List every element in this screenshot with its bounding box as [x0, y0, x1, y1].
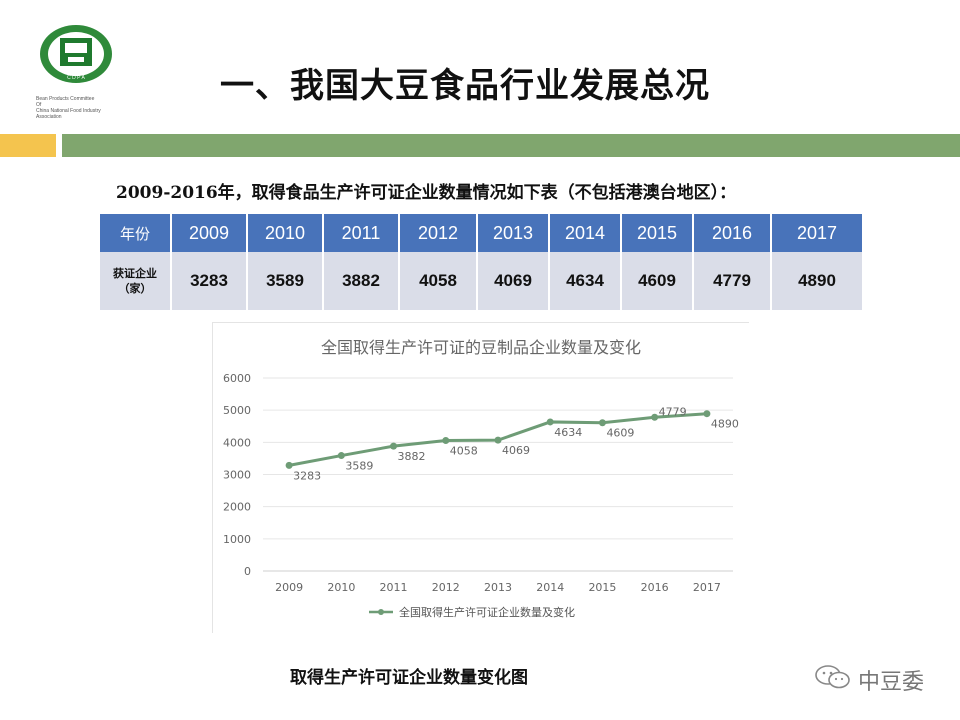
data-label: 4058: [450, 444, 478, 457]
data-point: [703, 410, 711, 418]
table-value-row: 获证企业 （家） 3283 3589 3882 4058 4069 4634 4…: [100, 252, 864, 310]
row-label-cell: 获证企业 （家）: [100, 252, 172, 310]
legend-marker: [378, 609, 384, 615]
x-tick-label: 2010: [327, 581, 355, 594]
y-tick-label: 5000: [223, 404, 251, 417]
chart-title: 全国取得生产许可证的豆制品企业数量及变化: [321, 338, 641, 357]
data-label: 4779: [659, 405, 687, 418]
value-cell: 4058: [399, 252, 478, 310]
logo-caption: Bean Products Committee Of China Nationa…: [36, 96, 120, 120]
data-label: 3283: [293, 469, 321, 482]
line-chart-panel: 全国取得生产许可证的豆制品企业数量及变化 0 1000 2000 3000 4000 50…: [212, 322, 749, 633]
legend-label: 全国取得生产许可证企业数量及变化: [399, 605, 575, 619]
y-tick-label: 6000: [223, 372, 251, 385]
logo-caption-line: China National Food Industry Association: [36, 108, 101, 120]
x-tick-label: 2015: [588, 581, 616, 594]
logo-caption-line: Bean Products Committee: [36, 96, 95, 102]
header-cell-year: 2009: [171, 214, 248, 252]
header-cell-year: 2013: [477, 214, 550, 252]
data-label: 4890: [711, 418, 739, 431]
line-chart: 全国取得生产许可证的豆制品企业数量及变化 0 1000 2000 3000 4000 50…: [223, 338, 739, 619]
logo-caption-line: Of: [36, 102, 42, 108]
x-tick-label: 2012: [432, 581, 460, 594]
logo-badge-text: C D P A: [67, 75, 85, 81]
value-cell: 3882: [323, 252, 400, 310]
x-tick-label: 2014: [536, 581, 564, 594]
slide-title: 一、我国大豆食品行业发展总况: [220, 66, 710, 106]
data-point: [598, 419, 606, 427]
y-tick-label: 3000: [223, 469, 251, 482]
header-cell-year-label: 年份: [100, 214, 172, 252]
header-cell-year: 2015: [621, 214, 694, 252]
chart-legend: 全国取得生产许可证企业数量及变化: [369, 605, 575, 619]
y-tick-label: 1000: [223, 533, 251, 546]
chart-series: [285, 410, 711, 469]
data-label: 3882: [398, 450, 426, 463]
row-label-line: 获证企业: [113, 267, 157, 280]
value-cell: 4890: [771, 252, 864, 310]
header-cell-year: 2011: [323, 214, 400, 252]
cdpa-logo: C D P A: [40, 25, 112, 83]
data-point: [546, 418, 554, 426]
data-point: [651, 413, 659, 421]
chart-grid: [263, 377, 733, 572]
value-cell: 4634: [549, 252, 622, 310]
header-cell-year: 2016: [693, 214, 772, 252]
wechat-icon: [815, 665, 850, 689]
license-count-table: 年份 2009 2010 2011 2012 2013 2014 2015 20…: [100, 214, 864, 310]
y-tick-label: 4000: [223, 436, 251, 449]
value-cell: 4779: [693, 252, 772, 310]
data-label: 4069: [502, 444, 530, 457]
chart-caption: 取得生产许可证企业数量变化图: [290, 668, 528, 688]
header-cell-year: 2012: [399, 214, 478, 252]
data-point: [442, 436, 450, 444]
watermark-text: 中豆委: [858, 670, 925, 695]
x-tick-label: 2016: [641, 581, 669, 594]
value-cell: 4069: [477, 252, 550, 310]
table-subtitle: 2009-2016年，取得食品生产许可证企业数量情况如下表（不包括港澳台地区）：: [116, 183, 737, 203]
y-tick-label: 2000: [223, 501, 251, 514]
header-cell-year: 2017: [771, 214, 864, 252]
data-point: [337, 452, 345, 460]
x-tick-label: 2009: [275, 581, 303, 594]
value-cell: 3283: [171, 252, 248, 310]
header-band: [62, 134, 960, 157]
data-labels: 3283 3589 3882 4058 4069 4634 4609 4779 4890: [293, 405, 739, 482]
value-cell: 3589: [247, 252, 324, 310]
data-point: [494, 436, 502, 444]
data-label: 3589: [345, 460, 373, 473]
y-axis-ticks: 0 1000 2000 3000 4000 5000 6000: [223, 372, 251, 578]
x-tick-label: 2011: [380, 581, 408, 594]
data-label: 4634: [554, 426, 582, 439]
table-header-row: 年份 2009 2010 2011 2012 2013 2014 2015 20…: [100, 214, 864, 252]
row-label-line: （家）: [118, 282, 152, 295]
header-cell-year: 2014: [549, 214, 622, 252]
header-band-accent: [0, 134, 56, 157]
data-label: 4609: [606, 427, 634, 440]
y-tick-label: 0: [244, 565, 251, 578]
value-cell: 4609: [621, 252, 694, 310]
x-tick-label: 2017: [693, 581, 721, 594]
data-point: [390, 442, 398, 450]
header-cell-year: 2010: [247, 214, 324, 252]
x-axis-ticks: 2009 2010 2011 2012 2013 2014 2015 2016 2017: [275, 581, 721, 594]
data-point: [285, 461, 293, 469]
x-tick-label: 2013: [484, 581, 512, 594]
